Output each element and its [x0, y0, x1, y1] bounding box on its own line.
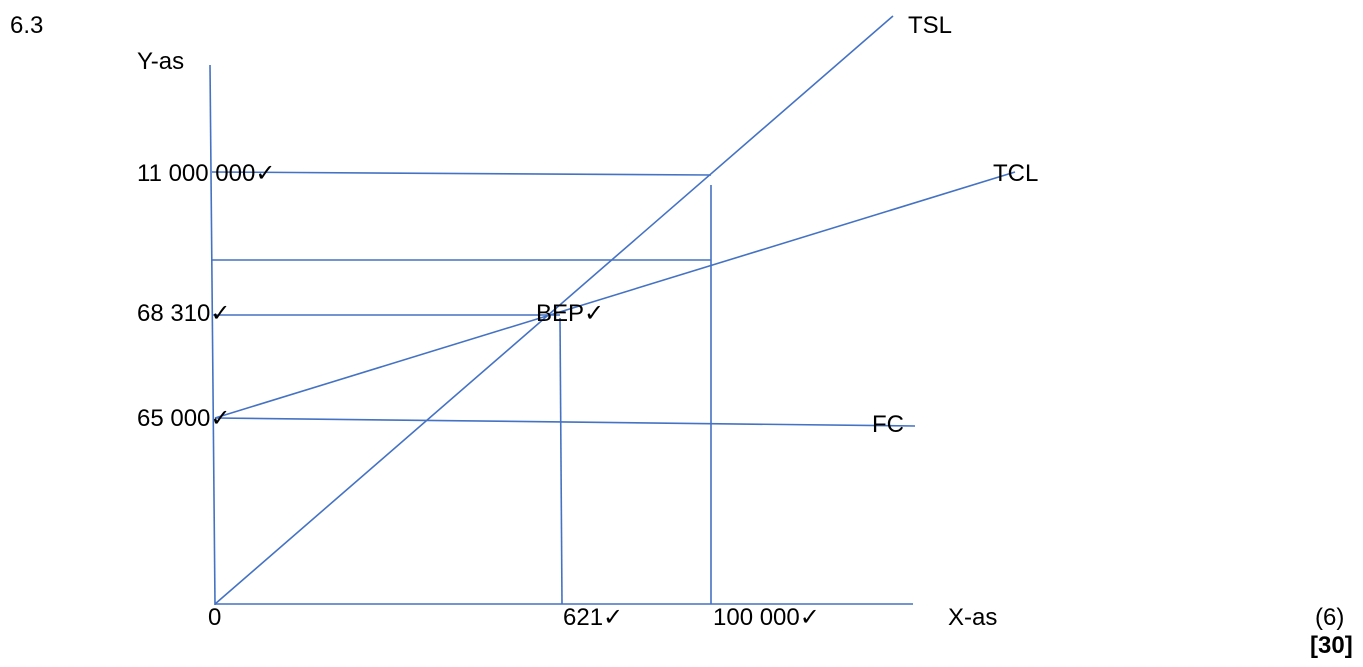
fc-label: FC [872, 411, 904, 438]
y-tick-label-65000: 65 000✓ [137, 405, 231, 432]
tsl-label: TSL [908, 12, 953, 39]
x-tick-label-621: 621✓ [563, 604, 624, 631]
guide-line-11m [211, 171, 712, 176]
x-tick-label-origin: 0 [208, 604, 222, 631]
question-number: 6.3 [10, 12, 44, 39]
tcl-label: TCL [993, 160, 1039, 187]
x-axis-label: X-as [948, 604, 998, 631]
y-tick-label-11000000: 11 000 000✓ [137, 160, 276, 187]
bep-label: BEP✓ [536, 300, 605, 327]
x-tick-label-100000: 100 000✓ [713, 604, 820, 631]
y-axis [209, 64, 216, 606]
tcl-line [214, 171, 1016, 419]
y-axis-label: Y-as [137, 48, 185, 75]
fc-line [214, 417, 916, 427]
y-tick-label-68310: 68 310✓ [137, 300, 231, 327]
tsl-line [214, 15, 894, 605]
subtotal-marks: (6) [1315, 604, 1345, 631]
guide-line-bep-quantity [559, 317, 563, 605]
total-marks: [30] [1310, 632, 1353, 659]
